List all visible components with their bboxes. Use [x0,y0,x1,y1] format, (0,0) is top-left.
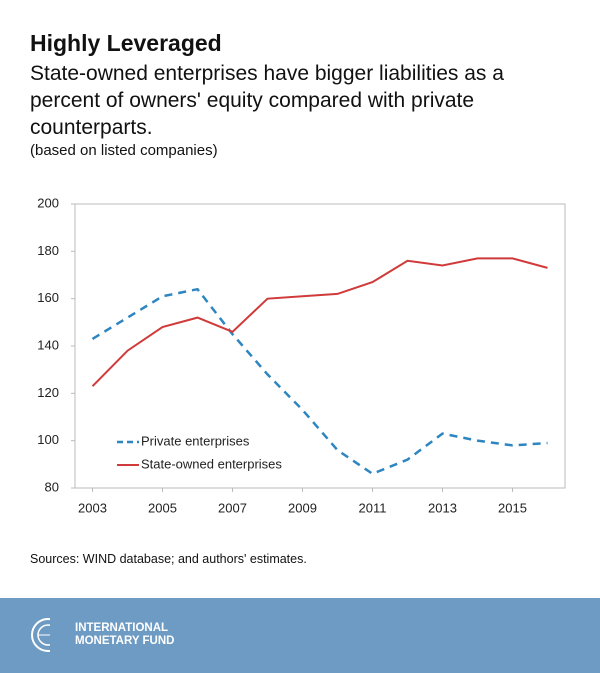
y-tick-label: 180 [37,243,59,258]
chart-note: (based on listed companies) [30,142,218,159]
y-tick-label: 80 [45,479,59,494]
org-name: INTERNATIONAL MONETARY FUND [75,622,175,647]
y-tick-label: 140 [37,337,59,352]
y-tick-label: 200 [37,195,59,210]
x-tick-label: 2007 [218,500,247,515]
chart: 80 100 120 140 160 180 200 2003 2005 2007 2009 2011… [37,195,566,515]
x-tick-label: 2011 [359,500,387,515]
chart-title: Highly Leveraged [30,30,222,56]
x-tick-label: 2009 [288,500,317,515]
legend-label: State-owned enterprises [141,456,282,471]
legend-label: Private enterprises [141,433,250,448]
y-tick-label: 100 [37,432,59,447]
y-tick-label: 120 [37,385,59,400]
x-tick-label: 2013 [428,500,457,515]
chart-subtitle: State-owned enterprises have bigger liab… [30,62,504,139]
series-line [91,287,548,476]
x-tick-label: 2003 [78,500,107,515]
logo [31,618,50,652]
x-tick-label: 2005 [148,500,177,515]
series-line [91,257,548,387]
source-note: Sources: WIND database; and authors' est… [30,552,307,566]
y-tick-label: 160 [37,290,59,305]
x-tick-label: 2015 [498,500,527,515]
footer: INTERNATIONAL MONETARY FUND [0,598,600,673]
